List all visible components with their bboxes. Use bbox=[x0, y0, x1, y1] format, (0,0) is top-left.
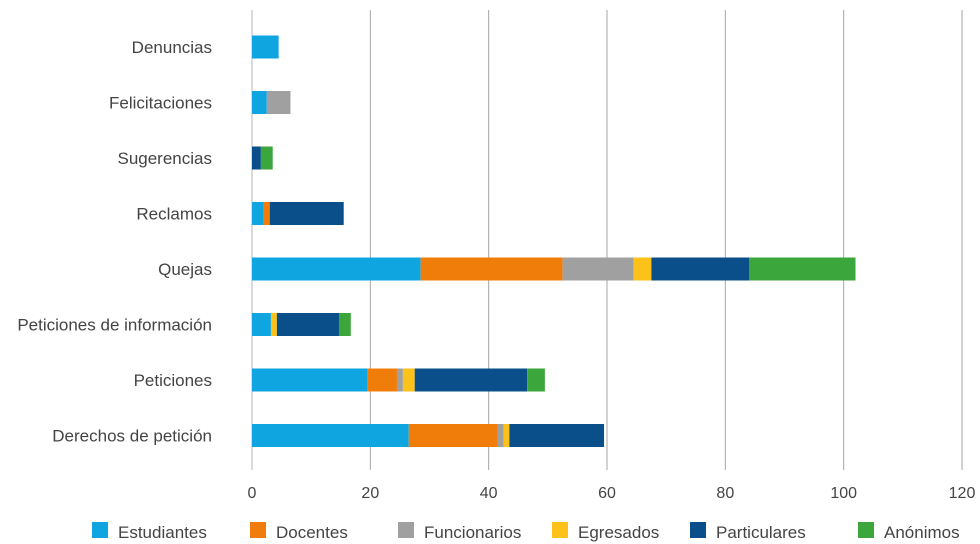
bar-felicitaciones-estudiantes bbox=[252, 91, 267, 114]
bar-felicitaciones-funcionarios bbox=[266, 91, 291, 114]
bars bbox=[252, 35, 856, 447]
category-label-derechos-de-peticion: Derechos de petición bbox=[52, 427, 212, 446]
bar-peticiones-de-informacion-egresados bbox=[270, 313, 277, 336]
x-tick-label-0: 0 bbox=[248, 485, 257, 502]
x-tick-label-120: 120 bbox=[949, 485, 976, 502]
x-tick-labels: 0 20 40 60 80 100 120 bbox=[248, 485, 976, 502]
legend-label-anonimos: Anónimos bbox=[884, 523, 960, 542]
legend-item-docentes: Docentes bbox=[250, 522, 348, 542]
category-label-denuncias: Denuncias bbox=[132, 38, 212, 57]
category-label-reclamos: Reclamos bbox=[136, 205, 212, 224]
legend-item-anonimos: Anónimos bbox=[858, 522, 960, 542]
legend-swatch-estudiantes bbox=[92, 522, 108, 538]
bar-reclamos-docentes bbox=[263, 202, 270, 225]
legend-item-estudiantes: Estudiantes bbox=[92, 522, 207, 542]
bar-peticiones-estudiantes bbox=[252, 368, 368, 392]
bar-peticiones-de-informacion-particulares bbox=[276, 313, 339, 336]
bar-quejas-egresados bbox=[633, 257, 652, 281]
category-label-quejas: Quejas bbox=[158, 260, 212, 279]
bar-peticiones-funcionarios bbox=[396, 368, 403, 392]
category-label-peticiones: Peticiones bbox=[134, 371, 212, 390]
bar-quejas-docentes bbox=[420, 257, 563, 281]
legend-swatch-funcionarios bbox=[398, 522, 414, 538]
bar-peticiones-anonimos bbox=[527, 368, 545, 392]
bar-peticiones-docentes bbox=[367, 368, 397, 392]
x-tick-label-20: 20 bbox=[361, 485, 379, 502]
bar-derechos-de-peticion-docentes bbox=[408, 424, 498, 447]
legend-label-docentes: Docentes bbox=[276, 523, 348, 542]
legend-label-egresados: Egresados bbox=[578, 523, 659, 542]
bar-peticiones-particulares bbox=[414, 368, 528, 392]
bar-reclamos-estudiantes bbox=[252, 202, 264, 225]
bar-derechos-de-peticion-funcionarios bbox=[497, 424, 504, 447]
bar-peticiones-de-informacion-estudiantes bbox=[252, 313, 271, 336]
bar-derechos-de-peticion-estudiantes bbox=[252, 424, 409, 447]
bar-derechos-de-peticion-egresados bbox=[503, 424, 510, 447]
legend-swatch-docentes bbox=[250, 522, 266, 538]
category-labels: Denuncias Felicitaciones Sugerencias Reclam… bbox=[17, 38, 212, 446]
legend-label-estudiantes: Estudiantes bbox=[118, 523, 207, 542]
legend-swatch-egresados bbox=[552, 522, 568, 538]
legend-item-egresados: Egresados bbox=[552, 522, 659, 542]
x-tick-label-40: 40 bbox=[480, 485, 498, 502]
gridlines bbox=[251, 10, 963, 470]
bar-quejas-anonimos bbox=[749, 257, 856, 281]
legend-swatch-particulares bbox=[690, 522, 706, 538]
x-tick-label-60: 60 bbox=[598, 485, 616, 502]
category-label-sugerencias: Sugerencias bbox=[117, 149, 212, 168]
bar-sugerencias-anonimos bbox=[260, 146, 273, 170]
x-tick-label-100: 100 bbox=[830, 485, 857, 502]
legend-label-funcionarios: Funcionarios bbox=[424, 523, 521, 542]
bar-quejas-funcionarios bbox=[562, 257, 634, 281]
bar-sugerencias-particulares bbox=[252, 146, 261, 170]
bar-derechos-de-peticion-particulares bbox=[509, 424, 605, 447]
legend-item-funcionarios: Funcionarios bbox=[398, 522, 521, 542]
bar-denuncias-estudiantes bbox=[252, 35, 279, 59]
bar-reclamos-particulares bbox=[269, 202, 344, 225]
legend-label-particulares: Particulares bbox=[716, 523, 806, 542]
legend: Estudiantes Docentes Funcionarios Egresados… bbox=[92, 522, 960, 542]
bar-peticiones-egresados bbox=[402, 368, 415, 392]
bar-quejas-particulares bbox=[651, 257, 749, 281]
category-label-peticiones-de-informacion: Peticiones de información bbox=[17, 316, 212, 335]
legend-item-particulares: Particulares bbox=[690, 522, 806, 542]
legend-swatch-anonimos bbox=[858, 522, 874, 538]
bar-peticiones-de-informacion-anonimos bbox=[338, 313, 351, 336]
category-label-felicitaciones: Felicitaciones bbox=[109, 94, 212, 113]
bar-quejas-estudiantes bbox=[252, 257, 421, 281]
x-tick-label-80: 80 bbox=[716, 485, 734, 502]
